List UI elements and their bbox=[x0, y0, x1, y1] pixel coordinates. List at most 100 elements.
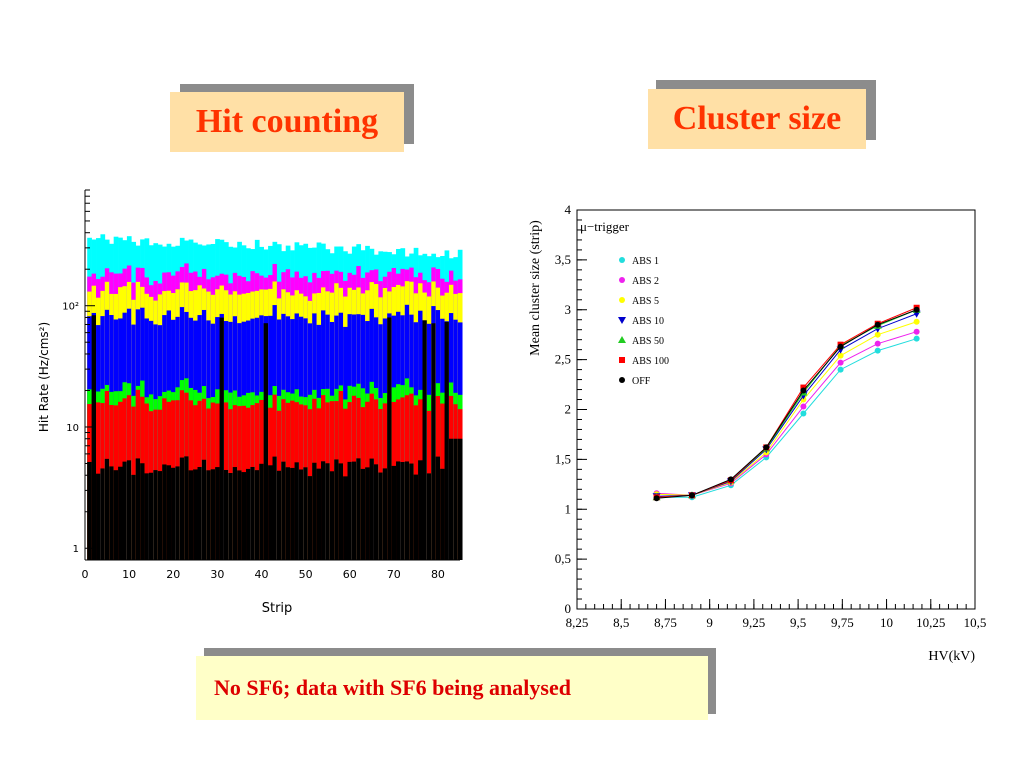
bin-black-strip-63 bbox=[360, 468, 366, 560]
bin-black-strip-7 bbox=[113, 470, 119, 560]
bin-black-strip-62 bbox=[356, 458, 362, 560]
bin-black-strip-36 bbox=[241, 472, 247, 560]
bin-black-strip-27 bbox=[201, 459, 207, 560]
bin-black-strip-32 bbox=[223, 469, 229, 560]
hit-rate-histogram: 0 10 20 30 40 50 60 70 80 1 10 10² Strip Hit Rate (… bbox=[30, 182, 470, 622]
bin-black-strip-53 bbox=[316, 468, 322, 560]
bin-black-strip-48 bbox=[294, 462, 300, 560]
bin-black-strip-43 bbox=[272, 456, 278, 560]
bin-black-strip-73 bbox=[404, 461, 410, 560]
cluster-size-title-box: Cluster size bbox=[648, 80, 878, 150]
bin-black-strip-70 bbox=[391, 465, 397, 560]
y-tick-label: 10² bbox=[62, 302, 79, 313]
series-line-abs-50 bbox=[656, 309, 917, 498]
y-tick-label: 1 bbox=[565, 501, 572, 516]
series-line-abs-2 bbox=[656, 331, 917, 496]
bin-black-strip-20 bbox=[171, 467, 176, 560]
bin-black-strip-81 bbox=[440, 468, 445, 560]
data-point-abs-1 bbox=[913, 335, 920, 342]
legend-label-abs-2: ABS 2 bbox=[632, 276, 659, 287]
bin-black-strip-66 bbox=[373, 464, 379, 560]
bin-black-strip-4 bbox=[100, 468, 106, 560]
bin-black-strip-9 bbox=[122, 461, 128, 560]
bin-black-strip-38 bbox=[250, 466, 256, 560]
bin-black-strip-80 bbox=[435, 456, 441, 560]
bin-black-strip-35 bbox=[237, 470, 242, 560]
legend-marker-abs-100 bbox=[619, 357, 625, 363]
x-tick-label: 60 bbox=[343, 568, 357, 581]
x-tick-label: 20 bbox=[166, 568, 180, 581]
bin-black-strip-57 bbox=[334, 459, 339, 560]
bin-black-strip-14 bbox=[144, 473, 150, 560]
bin-black-strip-13 bbox=[140, 463, 145, 560]
bin-black-strip-45 bbox=[281, 461, 287, 560]
y-tick-label: 3,5 bbox=[555, 252, 571, 267]
y-tick-label: 4 bbox=[565, 202, 572, 217]
data-point-abs-1 bbox=[837, 366, 844, 373]
y-axis-label: Hit Rate (Hz/cms²) bbox=[37, 322, 51, 432]
bin-black-strip-3 bbox=[96, 473, 101, 560]
legend-marker-off bbox=[619, 377, 625, 383]
legend-label-abs-100: ABS 100 bbox=[632, 356, 669, 367]
data-point-abs-2 bbox=[913, 328, 920, 335]
y-tick-label: 10 bbox=[66, 423, 79, 434]
bin-black-strip-75 bbox=[413, 474, 419, 560]
bin-black-strip-82 bbox=[444, 321, 450, 560]
x-tick-label: 9 bbox=[706, 615, 713, 630]
cluster-size-title: Cluster size bbox=[648, 89, 866, 149]
x-tick-label: 30 bbox=[210, 568, 224, 581]
bin-black-strip-31 bbox=[219, 317, 225, 560]
y-axis-label: Mean cluster size (strip) bbox=[528, 220, 543, 356]
data-point-abs-2 bbox=[874, 340, 881, 347]
x-tick-label: 9,25 bbox=[743, 615, 766, 630]
bin-black-strip-44 bbox=[276, 470, 282, 560]
y-tick-label: 3 bbox=[565, 302, 572, 317]
x-axis-label: HV(kV) bbox=[928, 649, 975, 664]
bin-black-strip-60 bbox=[347, 461, 353, 560]
note-text: No SF6; data with SF6 being analysed bbox=[196, 656, 708, 720]
bin-black-strip-67 bbox=[378, 472, 384, 560]
bin-black-strip-58 bbox=[338, 463, 344, 560]
x-axis-label: Strip bbox=[262, 601, 293, 616]
bin-black-strip-61 bbox=[351, 461, 357, 560]
bin-black-strip-51 bbox=[307, 476, 313, 560]
bin-black-strip-23 bbox=[184, 456, 189, 560]
data-point-abs-2 bbox=[837, 359, 844, 366]
x-tick-label: 10 bbox=[122, 568, 136, 581]
data-point-abs-5 bbox=[913, 318, 920, 325]
bin-black-strip-42 bbox=[268, 465, 273, 560]
legend-label-off: OFF bbox=[632, 376, 651, 387]
legend-label-abs-10: ABS 10 bbox=[632, 316, 664, 327]
bin-black-strip-79 bbox=[431, 323, 437, 560]
legend-label-abs-50: ABS 50 bbox=[632, 336, 664, 347]
y-tick-label: 2 bbox=[565, 402, 572, 417]
x-tick-label: 0 bbox=[82, 568, 89, 581]
data-point-off bbox=[688, 492, 695, 499]
data-point-off bbox=[653, 495, 660, 502]
bin-black-strip-19 bbox=[166, 465, 172, 560]
bin-black-strip-30 bbox=[215, 467, 220, 560]
cluster-size-chart: 8,25 8,5 8,75 9 9,25 9,5 9,75 10 10,25 10,5 0 0,5 1 1… bbox=[520, 200, 1000, 670]
bin-black-strip-17 bbox=[157, 471, 163, 560]
x-tick-label: 50 bbox=[299, 568, 313, 581]
bin-black-strip-24 bbox=[188, 470, 194, 560]
bin-black-strip-65 bbox=[369, 458, 375, 560]
data-point-off bbox=[874, 321, 881, 328]
hit-rate-histogram-svg: 0 10 20 30 40 50 60 70 80 1 10 10² Strip Hit Rate (… bbox=[37, 189, 463, 616]
bin-black-strip-12 bbox=[135, 458, 141, 560]
bin-black-strip-83 bbox=[448, 438, 454, 560]
legend-marker-abs-1 bbox=[619, 257, 625, 263]
legend-marker-abs-2 bbox=[619, 277, 625, 283]
bin-black-strip-29 bbox=[210, 469, 216, 560]
data-point-abs-1 bbox=[874, 347, 881, 354]
data-point-off bbox=[800, 387, 807, 394]
bin-black-strip-56 bbox=[329, 471, 335, 560]
bin-black-strip-8 bbox=[118, 466, 123, 560]
x-tick-label: 8,25 bbox=[566, 615, 589, 630]
x-tick-label: 8,75 bbox=[654, 615, 677, 630]
note-box: No SF6; data with SF6 being analysed bbox=[196, 648, 718, 724]
bin-black-strip-10 bbox=[126, 460, 132, 560]
data-point-off bbox=[837, 343, 844, 350]
bin-black-strip-69 bbox=[387, 317, 392, 560]
bin-black-strip-49 bbox=[298, 469, 304, 560]
